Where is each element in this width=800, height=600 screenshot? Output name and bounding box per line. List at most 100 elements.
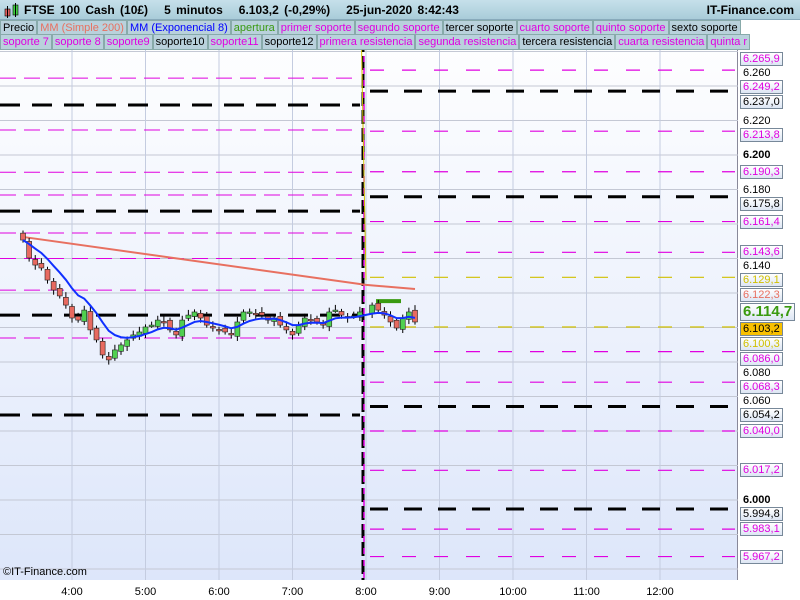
price-level-label: 5.983,1 — [740, 522, 783, 537]
candle — [105, 356, 112, 361]
price-level-label: 6.040,0 — [740, 424, 783, 438]
candle — [252, 313, 259, 316]
candle — [26, 241, 32, 259]
legend-item[interactable]: soporte 7 — [0, 34, 52, 50]
candle — [118, 344, 124, 352]
candle — [161, 321, 167, 324]
price-level-label: 6.103,2 — [740, 322, 783, 337]
price-level-label: 6.175,8 — [740, 196, 783, 211]
price-level-label: 6.249,2 — [740, 80, 783, 94]
legend-item[interactable]: soporte 8 — [51, 34, 104, 50]
candle — [173, 330, 179, 336]
x-tick-label: 6:00 — [208, 586, 230, 598]
chart-title: FTSE 100 Cash (10£) 5 minutos 6.103,2 (-… — [24, 3, 459, 17]
candle — [375, 303, 382, 311]
candle — [93, 327, 100, 341]
candle — [289, 330, 296, 336]
candlestick-logo-icon — [4, 3, 19, 18]
candle — [406, 311, 412, 320]
candle — [38, 263, 45, 269]
candle — [393, 319, 400, 329]
candle — [338, 311, 345, 316]
x-tick-label: 8:00 — [355, 586, 377, 598]
candle — [234, 321, 241, 337]
legend-item[interactable]: soporte12 — [261, 34, 317, 50]
legend-item[interactable]: primera resistencia — [316, 34, 416, 50]
title-bar: FTSE 100 Cash (10£) 5 minutos 6.103,2 (-… — [0, 0, 800, 20]
legend-item[interactable]: soporte11 — [207, 34, 262, 50]
x-tick-label: 5:00 — [134, 586, 157, 598]
legend-item[interactable]: soporte10 — [152, 34, 208, 50]
candle — [112, 349, 118, 359]
ma200-line — [22, 235, 416, 291]
price-level-label: 6.190,3 — [740, 164, 783, 179]
candle — [99, 340, 106, 356]
y-tick-label: 6.060 — [743, 395, 771, 408]
candle — [185, 314, 192, 319]
price-level-label: 6.265,9 — [740, 52, 783, 66]
candle — [283, 326, 290, 331]
legend-item[interactable]: cuarto soporte — [516, 20, 593, 36]
legend-item[interactable]: segunda resistencia — [415, 34, 520, 50]
price-level-label: 6.114,7 — [740, 303, 796, 322]
candle — [246, 311, 253, 314]
price-chart[interactable] — [0, 20, 738, 580]
y-tick-label: 6.080 — [743, 367, 771, 380]
legend-item[interactable]: tercer soporte — [442, 20, 517, 36]
candle — [240, 311, 247, 321]
price-level-label: 6.054,2 — [740, 408, 783, 423]
legend-item[interactable]: cuarta resistencia — [615, 34, 708, 50]
price-level-label: 6.237,0 — [740, 95, 783, 109]
y-tick-label: 6.180 — [743, 183, 771, 196]
price-level-label: 6.122,3 — [740, 288, 783, 303]
candle — [20, 232, 26, 241]
site-name: IT-Finance.com — [706, 3, 794, 17]
legend-item[interactable]: MM (Exponencial 8) — [126, 20, 231, 36]
candle — [69, 306, 75, 319]
candle — [222, 327, 228, 333]
ema8-line — [22, 239, 416, 339]
candle — [412, 309, 418, 323]
day-separator — [360, 20, 367, 281]
x-tick-label: 12:00 — [646, 586, 674, 598]
candle — [167, 319, 173, 331]
candle — [314, 318, 320, 323]
candle — [32, 259, 39, 266]
legend-item[interactable]: sexto soporte — [668, 20, 741, 36]
y-tick-label: 6.200 — [743, 149, 771, 161]
price-level-label: 6.129,1 — [740, 273, 783, 288]
candle — [63, 297, 69, 306]
candle — [332, 309, 339, 312]
candle — [124, 339, 130, 347]
candle — [210, 326, 216, 329]
y-tick-label: 6.000 — [743, 494, 771, 506]
price-level-label: 5.967,2 — [740, 549, 783, 564]
price-level-label: 6.213,8 — [740, 127, 783, 142]
price-level-label: 6.161,4 — [740, 214, 783, 229]
legend-item[interactable]: soporte9 — [103, 34, 153, 50]
x-tick-label: 9:00 — [428, 586, 451, 598]
x-tick-label: 7:00 — [281, 586, 304, 598]
copyright: ©IT-Finance.com — [3, 566, 87, 578]
candle — [387, 316, 394, 323]
y-tick-label: 6.140 — [743, 260, 771, 273]
legend-item[interactable]: tercera resistencia — [519, 34, 616, 50]
candle — [295, 324, 302, 334]
candle — [197, 313, 204, 319]
candle — [44, 269, 51, 281]
legend-row-2: soporte 7 soporte 8 soporte9 soporte10 sopor… — [0, 34, 751, 50]
candle — [154, 319, 161, 327]
candle — [203, 315, 210, 326]
candle — [399, 317, 406, 330]
y-tick-label: 6.220 — [743, 114, 771, 127]
candle — [81, 309, 88, 322]
candle — [56, 288, 63, 297]
legend-item[interactable]: Precio — [0, 20, 38, 36]
candle — [369, 304, 375, 314]
legend-item[interactable]: quinta r — [707, 34, 751, 50]
price-level-label: 6.017,2 — [740, 463, 783, 478]
x-tick-label: 10:00 — [499, 586, 527, 598]
price-level-label: 5.994,8 — [740, 507, 783, 521]
candle — [75, 315, 81, 321]
candle — [87, 311, 94, 331]
